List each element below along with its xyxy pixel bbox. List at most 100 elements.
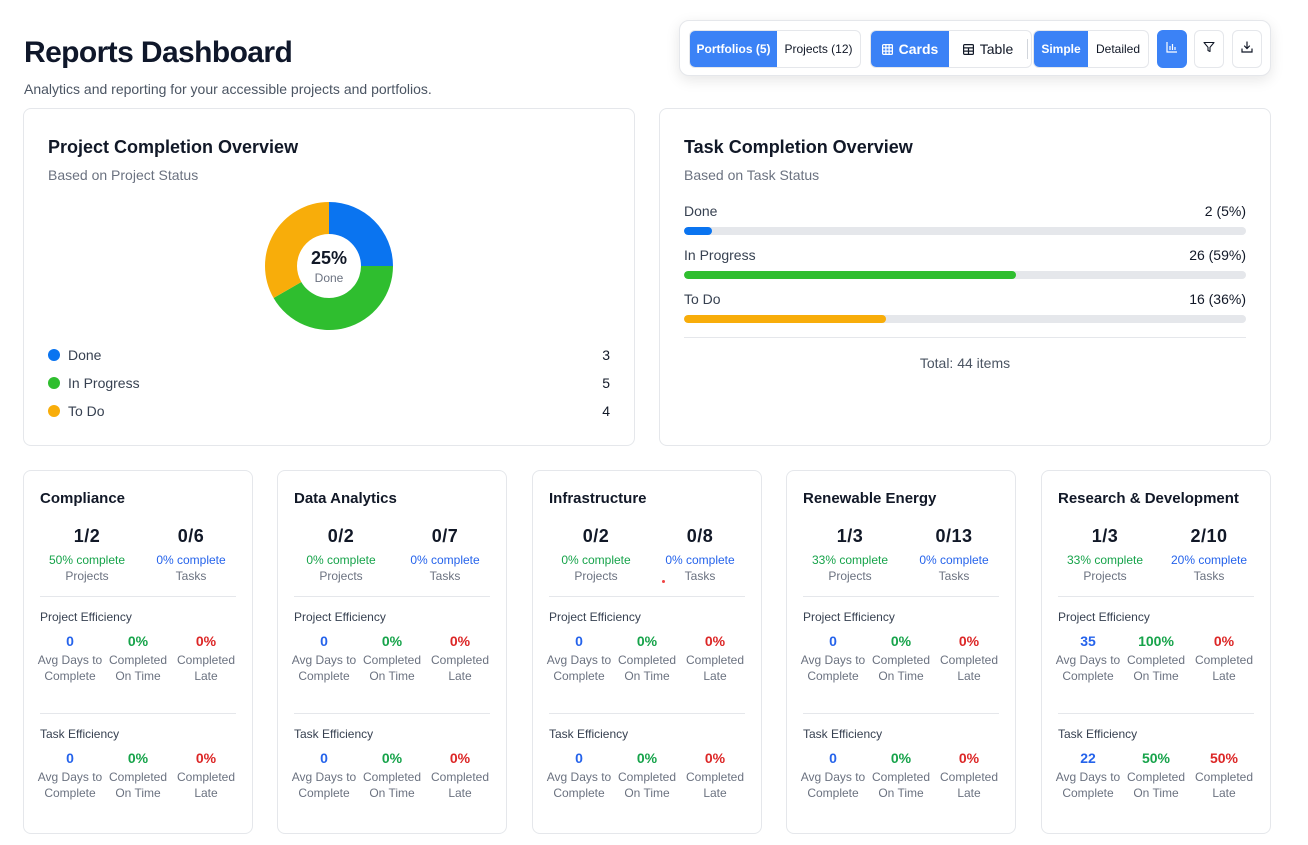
tasks-stat: 0/13 0% complete Tasks xyxy=(905,526,1003,583)
filter-button[interactable] xyxy=(1194,30,1224,68)
filter-icon xyxy=(1203,40,1215,58)
task-late: 0% Completed Late xyxy=(685,750,745,800)
tasks-percent: 0% complete xyxy=(665,553,735,567)
task-avg-days: 0 Avg Days to Complete xyxy=(37,750,103,800)
task-efficiency-title: Task Efficiency xyxy=(803,727,883,741)
portfolio-name: Infrastructure xyxy=(549,490,647,507)
projects-toggle-button[interactable]: Projects (12) xyxy=(784,42,853,56)
donut-center: 25% Done xyxy=(264,201,394,331)
divider xyxy=(549,713,745,714)
donut-segment-done xyxy=(329,202,393,266)
project-late: 0% Completed Late xyxy=(176,633,236,683)
donut-center-label: Done xyxy=(314,270,344,285)
tasks-percent: 0% complete xyxy=(156,553,226,567)
task-bar-in-progress: In Progress 26 (59%) xyxy=(684,247,1246,279)
bar-value: 16 (36%) xyxy=(1189,291,1246,307)
divider xyxy=(549,596,745,597)
task-on-time: 0% Completed On Time xyxy=(617,750,677,800)
divider xyxy=(803,596,999,597)
download-button[interactable] xyxy=(1232,30,1262,68)
task-total: Total: 44 items xyxy=(919,355,1011,371)
task-avg-days: 0 Avg Days to Complete xyxy=(800,750,866,800)
project-on-time: 0% Completed On Time xyxy=(871,633,931,683)
bar-label: To Do xyxy=(684,291,721,307)
legend-label: To Do xyxy=(68,403,105,419)
task-on-time: 50% Completed On Time xyxy=(1126,750,1186,800)
tasks-percent: 0% complete xyxy=(410,553,480,567)
portfolio-card[interactable]: Infrastructure 0/2 0% complete Projects … xyxy=(532,470,762,834)
bar-value: 26 (59%) xyxy=(1189,247,1246,263)
divider xyxy=(40,596,236,597)
grid-icon xyxy=(881,43,893,55)
bar-label: In Progress xyxy=(684,247,756,263)
legend-dot-to-do xyxy=(48,405,60,417)
task-late: 50% Completed Late xyxy=(1194,750,1254,800)
divider xyxy=(40,713,236,714)
task-late: 0% Completed Late xyxy=(430,750,490,800)
projects-caption: Projects xyxy=(1083,569,1127,583)
projects-count: 1/2 xyxy=(73,526,101,546)
tasks-caption: Tasks xyxy=(429,569,461,583)
simple-mode-button[interactable]: Simple xyxy=(1034,31,1088,67)
divider xyxy=(803,713,999,714)
projects-stat: 1/2 50% complete Projects xyxy=(38,526,136,583)
task-completion-subtitle: Based on Task Status xyxy=(684,167,820,183)
project-efficiency-title: Project Efficiency xyxy=(40,610,132,624)
task-efficiency-title: Task Efficiency xyxy=(40,727,120,741)
portfolio-card[interactable]: Data Analytics 0/2 0% complete Projects … xyxy=(277,470,507,834)
donut-segment-in-progress xyxy=(273,266,393,330)
table-view-button[interactable]: Table xyxy=(949,31,1027,67)
donut-center-value: 25% xyxy=(310,247,348,268)
project-on-time: 0% Completed On Time xyxy=(362,633,422,683)
project-on-time: 0% Completed On Time xyxy=(617,633,677,683)
bar-fill-done xyxy=(684,227,713,235)
projects-percent: 0% complete xyxy=(306,553,376,567)
detail-toggle: Simple Detailed xyxy=(1033,30,1149,68)
toolbar: Portfolios (5) Projects (12) Cards Table… xyxy=(679,20,1271,76)
tasks-stat: 0/7 0% complete Tasks xyxy=(396,526,494,583)
portfolio-card[interactable]: Compliance 1/2 50% complete Projects 0/6… xyxy=(23,470,253,834)
portfolio-name: Compliance xyxy=(40,490,126,507)
projects-percent: 50% complete xyxy=(48,553,126,567)
project-late: 0% Completed Late xyxy=(939,633,999,683)
legend-value: 3 xyxy=(602,347,610,363)
portfolio-name: Research & Development xyxy=(1058,490,1239,507)
legend-value: 4 xyxy=(602,403,610,419)
projects-count: 0/2 xyxy=(327,526,355,546)
divider xyxy=(684,337,1246,338)
bar-fill-in-progress xyxy=(684,271,1016,279)
legend-label: Done xyxy=(68,347,102,363)
legend-item-done: Done 3 xyxy=(48,345,610,365)
projects-count: 1/3 xyxy=(1091,526,1119,546)
chart-view-button[interactable] xyxy=(1157,30,1187,68)
portfolio-card[interactable]: Research & Development 1/3 33% complete … xyxy=(1041,470,1271,834)
divider xyxy=(294,596,490,597)
tasks-count: 0/7 xyxy=(431,526,459,546)
tasks-percent: 20% complete xyxy=(1170,553,1248,567)
bar-label: Done xyxy=(684,203,718,219)
task-completion-card: Task Completion Overview Based on Task S… xyxy=(659,108,1271,446)
task-late: 0% Completed Late xyxy=(939,750,999,800)
project-avg-days: 0 Avg Days to Complete xyxy=(37,633,103,683)
portfolio-card[interactable]: Renewable Energy 1/3 33% complete Projec… xyxy=(786,470,1016,834)
project-efficiency-title: Project Efficiency xyxy=(1058,610,1150,624)
task-efficiency-title: Task Efficiency xyxy=(294,727,374,741)
tasks-count: 0/13 xyxy=(935,526,973,546)
projects-caption: Projects xyxy=(828,569,872,583)
cards-view-button[interactable]: Cards xyxy=(871,31,949,67)
portfolios-toggle-button[interactable]: Portfolios (5) xyxy=(690,31,777,67)
page-title: Reports Dashboard xyxy=(24,36,293,69)
projects-percent: 33% complete xyxy=(811,553,889,567)
projects-count: 1/3 xyxy=(836,526,864,546)
legend-item-to-do: To Do 4 xyxy=(48,401,610,421)
tasks-stat: 0/6 0% complete Tasks xyxy=(142,526,240,583)
task-on-time: 0% Completed On Time xyxy=(362,750,422,800)
projects-caption: Projects xyxy=(319,569,363,583)
bar-track xyxy=(684,315,1246,323)
toolbar-divider xyxy=(1027,39,1028,59)
projects-stat: 1/3 33% complete Projects xyxy=(801,526,899,583)
project-avg-days: 35 Avg Days to Complete xyxy=(1055,633,1121,683)
divider xyxy=(294,713,490,714)
tasks-caption: Tasks xyxy=(684,569,716,583)
detailed-mode-button[interactable]: Detailed xyxy=(1095,42,1141,56)
